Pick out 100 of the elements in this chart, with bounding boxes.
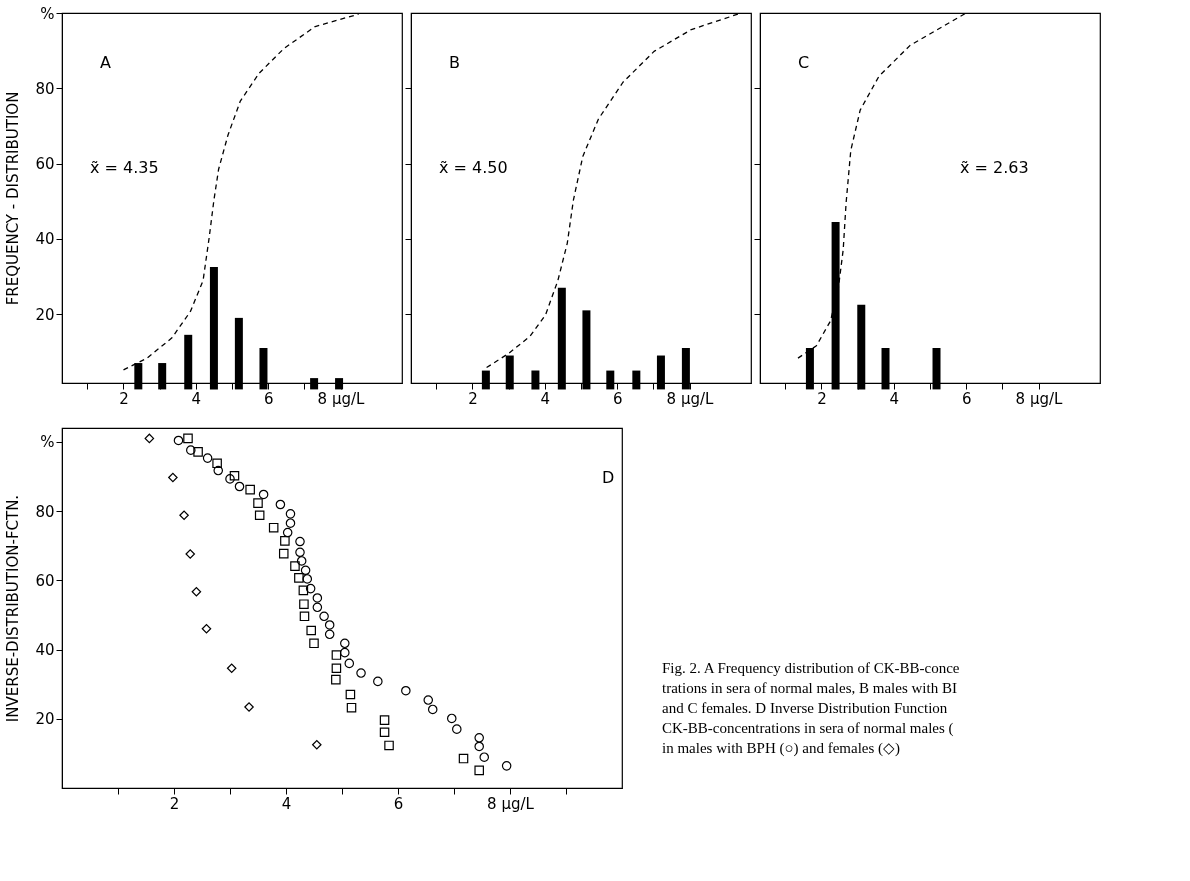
point <box>168 472 178 483</box>
point <box>202 453 213 463</box>
x-tick-label: 6 <box>393 794 404 813</box>
point <box>446 713 457 724</box>
y-tick-label: 40 <box>35 230 55 249</box>
y-tick-label: 40 <box>35 641 55 660</box>
y-tick-label: 20 <box>35 710 55 729</box>
x-tick-label: 6 <box>612 389 623 408</box>
caption: Fig. 2. A Frequency distribution of CK-BB-conce <box>662 660 960 676</box>
x-tick-label: 4 <box>281 794 292 813</box>
point <box>474 741 484 752</box>
annotation: x̃ = 4.50 <box>439 158 508 177</box>
point <box>280 536 290 546</box>
point <box>193 447 203 457</box>
y-tick-label: % <box>40 433 55 452</box>
bar <box>335 378 344 390</box>
bar <box>481 370 490 390</box>
y-axis-title: INVERSE-DISTRIBUTION-FCTN. <box>4 494 23 723</box>
point <box>379 727 390 738</box>
bar <box>582 310 591 390</box>
point <box>191 586 202 597</box>
point <box>185 549 196 559</box>
bar <box>310 378 319 390</box>
point <box>300 565 311 576</box>
x-tick-label: 8 µg/L <box>487 794 535 813</box>
point <box>302 574 313 584</box>
bar <box>531 370 540 390</box>
annotation: x̃ = 2.63 <box>960 158 1029 177</box>
point <box>278 548 289 559</box>
y-tick-label: % <box>40 4 55 23</box>
point <box>290 561 300 571</box>
point <box>346 702 357 713</box>
point <box>344 658 355 669</box>
x-tick-label: 8 µg/L <box>666 389 715 408</box>
point <box>285 509 296 519</box>
y-tick-label: 60 <box>35 155 55 174</box>
annotation: B <box>449 53 460 72</box>
x-tick-label: 4 <box>889 389 900 408</box>
point <box>324 620 335 630</box>
x-tick-label: 6 <box>263 389 274 408</box>
point <box>225 474 235 484</box>
point <box>173 435 184 446</box>
text: and C females. D Inverse Distribution Function <box>662 700 948 716</box>
point <box>294 573 304 583</box>
point <box>296 556 307 566</box>
point <box>331 674 341 685</box>
point <box>401 685 411 696</box>
point <box>275 499 286 510</box>
bar <box>681 347 690 390</box>
text: CK-BB-concentrations in sera of normal males ( <box>662 720 954 737</box>
point <box>306 625 316 636</box>
point <box>253 498 263 508</box>
bar <box>209 267 218 390</box>
bar <box>259 347 268 390</box>
point <box>312 602 323 613</box>
point <box>244 702 254 712</box>
y-tick-label: 80 <box>35 79 55 98</box>
point <box>213 465 224 476</box>
x-tick-label: 6 <box>961 389 972 408</box>
point <box>312 739 322 750</box>
x-tick-label: 4 <box>191 389 202 408</box>
point <box>282 527 293 538</box>
x-tick-label: 2 <box>817 389 827 408</box>
point <box>309 638 319 649</box>
point <box>299 599 309 609</box>
point <box>423 695 434 705</box>
point <box>356 668 366 678</box>
x-tick-label: 8 µg/L <box>317 389 366 408</box>
x-tick-label: 2 <box>169 794 180 813</box>
y-tick-label: 80 <box>35 502 55 521</box>
y-tick-label: 60 <box>35 571 55 590</box>
point <box>340 647 350 658</box>
point <box>299 611 310 622</box>
point <box>258 489 269 500</box>
y-tick-label: 20 <box>35 305 55 324</box>
point <box>226 663 237 674</box>
bar <box>184 334 193 390</box>
bar <box>234 317 243 390</box>
x-tick-label: 4 <box>540 389 551 408</box>
bar <box>158 363 167 390</box>
annotation: x̃ = 4.35 <box>90 158 159 177</box>
point <box>229 470 240 481</box>
point <box>212 458 222 469</box>
annotation: C <box>798 53 810 72</box>
point <box>427 704 438 715</box>
point <box>373 676 383 687</box>
point <box>305 583 316 594</box>
point <box>245 484 255 495</box>
point <box>201 623 212 634</box>
point <box>384 740 394 751</box>
annotation: A <box>100 53 111 72</box>
point <box>144 433 155 444</box>
x-tick-label: 8 µg/L <box>1015 389 1064 408</box>
y-axis-title: FREQUENCY - DISTRIBUTION <box>4 91 23 306</box>
point <box>268 522 279 533</box>
point <box>254 510 265 521</box>
point <box>379 715 390 725</box>
point <box>234 481 245 492</box>
point <box>183 433 193 444</box>
bar <box>632 370 641 390</box>
